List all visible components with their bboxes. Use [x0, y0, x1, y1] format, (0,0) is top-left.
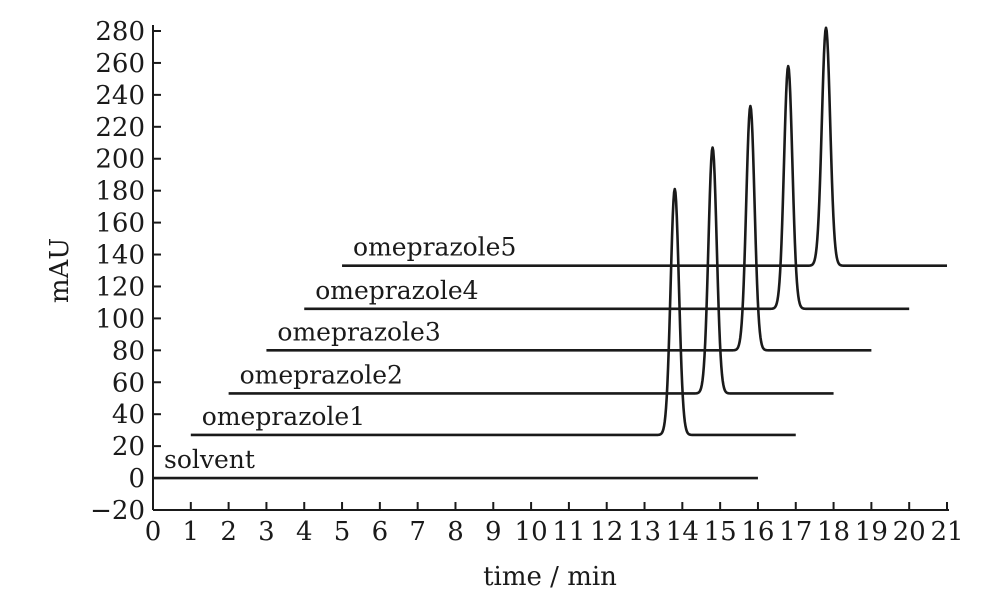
- x-tick-label: 0: [145, 517, 162, 547]
- y-tick-label: 280: [95, 17, 145, 47]
- x-tick-label: 6: [372, 517, 389, 547]
- x-tick-label: 9: [485, 517, 502, 547]
- y-tick-label: 160: [95, 209, 145, 239]
- trace-labels: solvent omeprazole1 omeprazole2 omeprazole3…: [164, 233, 516, 474]
- y-axis-ticks: −200204060801001201401601802002202402602…: [90, 17, 161, 526]
- trace-label: omeprazole3: [277, 317, 440, 346]
- x-tick-label: 15: [704, 517, 737, 547]
- x-tick-label: 10: [515, 517, 548, 547]
- y-tick-label: −20: [90, 496, 145, 526]
- trace-lines: [152, 26, 948, 480]
- x-tick-label: 21: [930, 517, 963, 547]
- x-tick-label: 17: [779, 517, 812, 547]
- y-tick-label: 20: [112, 432, 145, 462]
- x-axis-ticks: 0 1 2 3 4 5 6 7 8 9 10 11 12 13 14 15 16 17 18 19 20 21: [145, 502, 964, 547]
- axes: 0 1 2 3 4 5 6 7 8 9 10 11 12 13 14 15 16 17 18 19 20 21 −2002…: [90, 17, 963, 547]
- trace-line-omeprazole5: [341, 26, 948, 268]
- trace-label: omeprazole4: [315, 276, 478, 305]
- y-tick-label: 260: [95, 49, 145, 79]
- trace-label: omeprazole2: [240, 360, 403, 389]
- x-tick-label: 11: [552, 517, 585, 547]
- x-tick-label: 13: [628, 517, 661, 547]
- trace-line-omeprazole3: [265, 104, 873, 352]
- y-tick-label: 180: [95, 177, 145, 207]
- trace-label: omeprazole5: [353, 233, 516, 262]
- y-tick-label: 140: [95, 241, 145, 271]
- x-tick-label: 1: [183, 517, 200, 547]
- trace-line-omeprazole1: [190, 187, 797, 437]
- y-axis-title: mAU: [45, 238, 75, 303]
- x-axis-title: time / min: [483, 562, 617, 592]
- x-tick-label: 2: [220, 517, 237, 547]
- trace-label: omeprazole1: [202, 402, 365, 431]
- x-tick-label: 8: [447, 517, 464, 547]
- x-tick-label: 5: [334, 517, 351, 547]
- x-tick-label: 14: [666, 517, 699, 547]
- y-tick-label: 220: [95, 113, 145, 143]
- y-tick-label: 120: [95, 272, 145, 302]
- x-tick-label: 12: [590, 517, 623, 547]
- trace-line-omeprazole2: [227, 146, 835, 395]
- x-tick-label: 7: [409, 517, 426, 547]
- x-tick-label: 4: [296, 517, 313, 547]
- y-tick-label: 200: [95, 145, 145, 175]
- y-tick-label: 100: [95, 304, 145, 334]
- x-tick-label: 19: [855, 517, 888, 547]
- y-tick-label: 80: [112, 336, 145, 366]
- y-tick-label: 60: [112, 368, 145, 398]
- x-tick-label: 3: [258, 517, 275, 547]
- y-tick-label: 0: [128, 464, 145, 494]
- trace-label: solvent: [164, 445, 255, 474]
- x-tick-label: 20: [893, 517, 926, 547]
- x-tick-label: 18: [817, 517, 850, 547]
- trace-line-omeprazole4: [303, 64, 910, 311]
- y-tick-label: 240: [95, 81, 145, 111]
- x-tick-label: 16: [741, 517, 774, 547]
- y-tick-label: 40: [112, 400, 145, 430]
